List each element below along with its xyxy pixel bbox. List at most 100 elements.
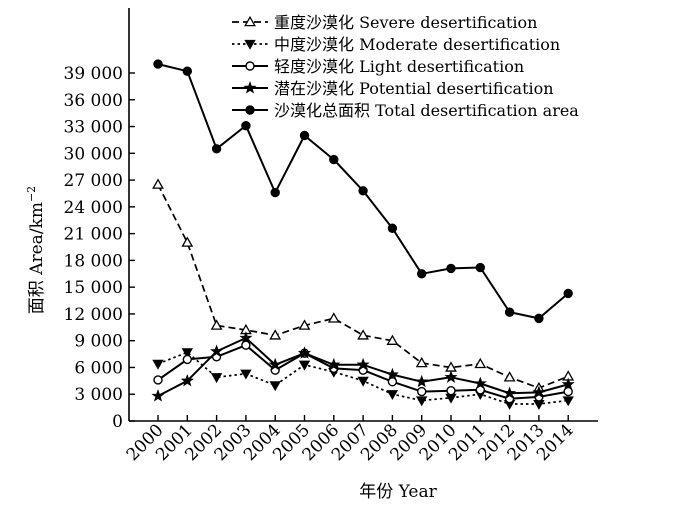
data-point (298, 360, 311, 371)
data-point (270, 187, 280, 198)
data-point (356, 357, 370, 371)
data-point (533, 399, 545, 410)
data-point (152, 178, 164, 189)
series-3 (151, 331, 575, 402)
data-point (181, 348, 193, 359)
y-axis-label-group: 面积 Area/km−2 (25, 186, 47, 314)
y-tick-label: 9 000 (74, 332, 123, 352)
legend-label: 中度沙漠化 Moderate desertification (274, 35, 560, 54)
legend-entry: 潜在沙漠化 Potential desertification (232, 79, 554, 98)
data-point (474, 357, 487, 369)
data-point (387, 377, 398, 387)
data-point (386, 334, 399, 345)
data-point (358, 186, 368, 196)
data-point (239, 331, 253, 344)
legend-label: 轻度沙漠化 Light desertification (274, 57, 524, 76)
data-point (298, 319, 311, 330)
y-tick-label: 33 000 (64, 118, 123, 138)
legend-label: 沙漠化总面积 Total desertification area (274, 101, 579, 120)
data-point (327, 312, 340, 323)
data-point (387, 223, 398, 233)
data-point (241, 120, 251, 131)
y-tick-label: 21 000 (64, 225, 123, 245)
series-line (157, 184, 569, 389)
legend-entry: 重度沙漠化 Severe desertification (232, 13, 537, 32)
data-point (475, 262, 485, 273)
y-axis-label: 面积 Area/km (27, 202, 47, 314)
data-point (241, 340, 251, 350)
data-point (562, 396, 574, 407)
svg-text:面积 Area/km−2: 面积 Area/km−2 (25, 186, 47, 314)
y-tick-label: 24 000 (64, 198, 123, 218)
data-point (151, 389, 165, 402)
legend-label: 重度沙漠化 Severe desertification (274, 13, 537, 32)
data-point (152, 359, 164, 370)
data-point (327, 357, 341, 371)
data-point (417, 386, 427, 397)
data-point (181, 236, 194, 247)
data-point (386, 390, 399, 401)
y-axis-label-superscript: −2 (25, 186, 38, 202)
data-point (416, 396, 428, 407)
data-point (561, 377, 575, 390)
legend-marker (243, 81, 257, 94)
y-tick-label: 3 000 (74, 385, 123, 405)
data-point (297, 346, 312, 359)
legend-marker (245, 105, 255, 115)
data-point (210, 344, 224, 357)
y-axis-ticks: 0 3 000 6 000 9 000 12 000 15 000 18 000 21 000… (64, 64, 135, 432)
legend-marker (245, 61, 255, 71)
y-tick-label: 36 000 (64, 91, 123, 111)
data-point (503, 371, 516, 382)
data-point (444, 370, 458, 383)
data-point (268, 357, 282, 371)
data-point (240, 369, 252, 380)
data-point (153, 59, 163, 69)
data-point (417, 269, 427, 279)
data-point (269, 381, 281, 392)
data-point (357, 329, 370, 340)
data-point (415, 374, 429, 388)
data-point (357, 376, 369, 387)
y-tick-label: 30 000 (64, 144, 123, 164)
data-point (385, 367, 399, 381)
data-point (446, 385, 456, 396)
data-point (299, 130, 310, 141)
data-point (503, 386, 517, 399)
data-point (563, 386, 573, 397)
series-4 (153, 59, 573, 324)
y-tick-label: 12 000 (64, 305, 123, 325)
legend: 重度沙漠化 Severe desertification 中度沙漠化 Modera… (232, 13, 579, 120)
legend-marker (244, 15, 256, 27)
y-tick-label: 18 000 (64, 251, 123, 271)
data-point (534, 313, 544, 324)
legend-label: 潜在沙漠化 Potential desertification (274, 79, 554, 98)
data-point (446, 263, 456, 274)
data-point (473, 376, 487, 390)
data-point (211, 144, 222, 154)
x-axis-ticks: 2000200120022003200420052006200720082009… (123, 415, 578, 465)
x-axis-label: 年份 Year (359, 482, 437, 502)
legend-marker (244, 39, 256, 50)
legend-entry: 中度沙漠化 Moderate desertification (232, 35, 560, 54)
data-point (532, 385, 546, 398)
data-point (329, 154, 339, 165)
series-group (151, 59, 575, 410)
data-point (210, 373, 223, 384)
data-point (504, 307, 515, 317)
y-tick-label: 15 000 (64, 278, 123, 298)
y-tick-label: 0 (112, 412, 123, 432)
y-tick-label: 27 000 (64, 171, 123, 191)
data-point (563, 288, 573, 299)
data-point (269, 329, 282, 340)
data-point (182, 66, 193, 76)
data-point (153, 375, 163, 385)
legend-entry: 沙漠化总面积 Total desertification area (232, 101, 579, 120)
y-tick-label: 39 000 (64, 64, 123, 84)
data-point (210, 319, 223, 330)
legend-entry: 轻度沙漠化 Light desertification (232, 57, 524, 76)
data-point (180, 373, 194, 387)
series-0 (152, 178, 575, 393)
y-tick-label: 6 000 (74, 358, 123, 378)
